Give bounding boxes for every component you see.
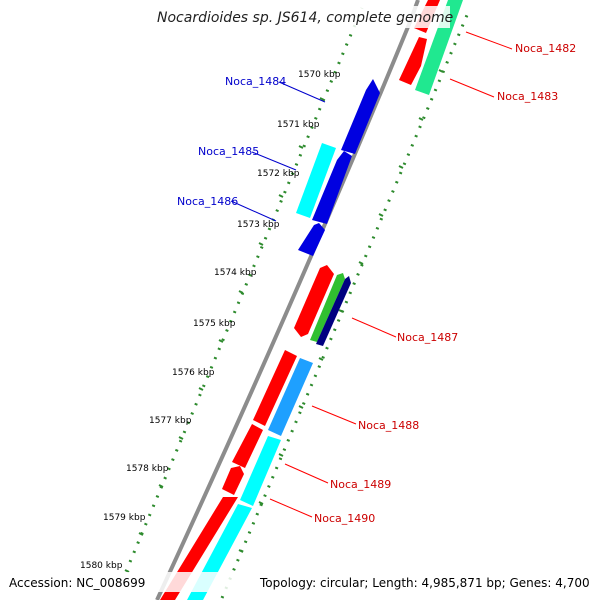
genome-backbone xyxy=(155,0,420,600)
tick-mark xyxy=(398,165,404,169)
label-noca-1486[interactable]: Noca_1486 xyxy=(177,195,238,208)
gene-noca-1486b[interactable] xyxy=(298,223,325,256)
tick-mark xyxy=(418,117,424,121)
tick-marks xyxy=(124,97,325,573)
gene-noca-1487-navy[interactable] xyxy=(316,276,351,346)
tick-label-1580: 1580 kbp xyxy=(80,561,123,571)
gene-noca-1486a[interactable] xyxy=(312,151,352,224)
leader-noca-1487 xyxy=(351,317,397,338)
tick-label-1579: 1579 kbp xyxy=(103,513,146,523)
tick-label-1572: 1572 kbp xyxy=(257,169,300,179)
gene-noca-1482b[interactable] xyxy=(399,37,427,85)
accession-text: Accession: NC_008699 xyxy=(9,576,145,590)
tick-mark xyxy=(198,387,204,391)
gene-red-1574[interactable] xyxy=(294,265,334,337)
gene-noca-1483[interactable] xyxy=(415,0,463,95)
tick-mark xyxy=(258,242,264,246)
tick-labels: 1570 kbp 1571 kbp 1572 kbp 1573 kbp 1574… xyxy=(80,70,341,571)
leader-noca-1484 xyxy=(278,81,326,103)
tick-mark xyxy=(278,194,284,198)
genome-title: Nocardioides sp. JS614, complete genome xyxy=(157,10,453,26)
label-noca-1484[interactable]: Noca_1484 xyxy=(225,75,286,88)
tick-mark xyxy=(278,453,284,457)
leader-noca-1486 xyxy=(230,200,277,222)
footer-backdrop xyxy=(0,572,600,592)
label-noca-1489[interactable]: Noca_1489 xyxy=(330,478,391,491)
topology-text: Topology: circular; Length: 4,985,871 bp… xyxy=(259,576,590,590)
label-noca-1490[interactable]: Noca_1490 xyxy=(314,512,375,525)
leader-noca-1485 xyxy=(251,151,297,171)
gene-red-1578[interactable] xyxy=(222,466,244,495)
leader-noca-1483 xyxy=(449,78,495,98)
outer-tick-marks xyxy=(238,69,444,553)
tick-label-1570: 1570 kbp xyxy=(298,70,341,80)
tick-label-1571: 1571 kbp xyxy=(277,120,320,130)
gene-noca-1487-green[interactable] xyxy=(310,273,345,342)
gene-noca-1489[interactable] xyxy=(240,436,281,506)
label-noca-1483[interactable]: Noca_1483 xyxy=(497,90,558,103)
tick-mark xyxy=(438,69,444,73)
tick-mark xyxy=(238,290,244,294)
tick-mark xyxy=(158,484,164,488)
leader-noca-1489 xyxy=(284,463,329,484)
tick-mark xyxy=(318,357,324,361)
gene-red-1576a[interactable] xyxy=(253,350,297,426)
gene-labels: Noca_1482 Noca_1483 Noca_1484 Noca_1485 … xyxy=(177,42,576,525)
tick-label-1573: 1573 kbp xyxy=(237,220,280,230)
tick-mark xyxy=(298,145,304,149)
leader-noca-1490 xyxy=(269,498,313,518)
tick-mark xyxy=(238,549,244,553)
leader-noca-1482 xyxy=(465,31,513,50)
tick-mark xyxy=(378,213,384,217)
tick-mark xyxy=(338,309,344,313)
tick-label-1574: 1574 kbp xyxy=(214,268,257,278)
tick-mark xyxy=(138,532,144,536)
label-noca-1482[interactable]: Noca_1482 xyxy=(515,42,576,55)
outer-dotted-ring xyxy=(220,7,472,599)
gene-noca-1488[interactable] xyxy=(268,358,313,436)
label-noca-1488[interactable]: Noca_1488 xyxy=(358,419,419,432)
tick-label-1575: 1575 kbp xyxy=(193,319,236,329)
leader-lines xyxy=(230,31,513,518)
tick-label-1578: 1578 kbp xyxy=(126,464,169,474)
tick-mark xyxy=(298,405,304,409)
title-backdrop xyxy=(150,6,450,28)
gene-noca-1484[interactable] xyxy=(341,79,380,154)
gene-noca-1485[interactable] xyxy=(296,143,336,218)
tick-label-1577: 1577 kbp xyxy=(149,416,192,426)
tick-mark xyxy=(319,97,325,101)
tick-label-1576: 1576 kbp xyxy=(172,368,215,378)
tick-mark xyxy=(178,436,184,440)
tick-mark xyxy=(124,569,130,573)
tick-mark xyxy=(218,339,224,343)
label-noca-1485[interactable]: Noca_1485 xyxy=(198,145,259,158)
tick-mark xyxy=(358,261,364,265)
tick-mark xyxy=(258,501,264,505)
label-noca-1487[interactable]: Noca_1487 xyxy=(397,331,458,344)
gene-red-1577[interactable] xyxy=(232,424,263,468)
outer-ring-dots xyxy=(220,7,472,599)
leader-noca-1488 xyxy=(311,405,357,425)
